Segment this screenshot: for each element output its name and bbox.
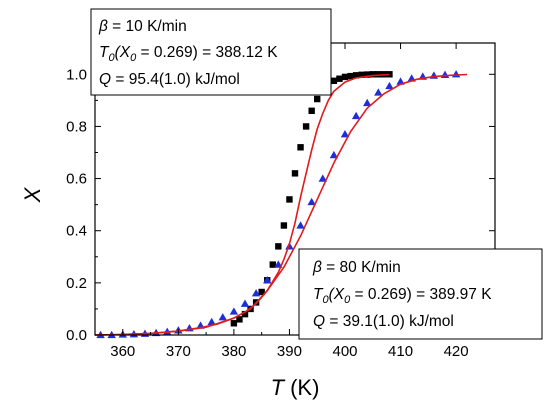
data-point-triangle — [307, 197, 316, 206]
data-point-square — [236, 316, 243, 323]
data-point-triangle — [296, 221, 305, 229]
data-point-triangle — [363, 98, 372, 107]
annotation-line-t0: T0(X0 = 0.269) = 389.97 K — [313, 286, 492, 306]
data-point-square — [297, 144, 304, 151]
annotation-line-rate: β = 80 K/min — [312, 259, 401, 276]
data-point-triangle — [385, 81, 394, 90]
y-tick-label: 0.6 — [66, 171, 87, 188]
data-point-square — [308, 107, 315, 114]
q-value: = 39.1(1.0) kJ/mol — [325, 313, 454, 330]
data-point-triangle — [351, 111, 361, 120]
data-point-square — [330, 77, 338, 85]
annotation-box-10kmin: β = 10 K/min T0(X0 = 0.269) = 388.12 K Q… — [90, 8, 332, 96]
x-symbol: (X — [115, 44, 131, 61]
data-point-square — [369, 71, 376, 78]
beta-symbol: β — [312, 259, 322, 276]
data-point-square — [352, 72, 360, 79]
data-point-triangle — [207, 317, 216, 326]
data-point-square — [291, 170, 299, 177]
data-point-triangle — [329, 150, 339, 159]
annotation-line-t0: T0(X0 = 0.269) = 388.12 K — [99, 44, 278, 64]
x-tick-label: 380 — [221, 343, 246, 360]
x-axis-unit: (K) — [290, 375, 319, 400]
x-axis-label: T (K) — [271, 375, 320, 400]
data-point-triangle — [229, 307, 239, 315]
annotation-box-frame — [298, 248, 543, 340]
x-tick-label: 390 — [277, 343, 302, 360]
x-symbol: (X — [329, 286, 345, 303]
x-axis-symbol: T — [271, 375, 286, 400]
t-symbol: T — [99, 44, 110, 61]
data-point-triangle — [251, 289, 261, 297]
y-tick-label: 0.0 — [66, 327, 87, 344]
x-tick-labels: 360 370 380 390 400 410 420 — [110, 343, 468, 360]
annotation-line-q: Q = 95.4(1.0) kJ/mol — [99, 71, 240, 88]
y-tick-label: 0.4 — [66, 223, 87, 240]
data-point-square — [336, 75, 343, 82]
data-point-square — [364, 71, 371, 78]
data-point-square — [314, 95, 321, 103]
t-subscript: 0 — [322, 294, 329, 306]
data-point-square — [241, 310, 249, 318]
annotation-line-rate: β = 10 K/min — [98, 18, 187, 35]
data-point-square — [286, 196, 293, 203]
q-symbol: Q — [99, 71, 111, 88]
data-point-square — [280, 222, 288, 229]
data-point-square — [347, 72, 354, 80]
rate-value: = 10 K/min — [108, 18, 187, 35]
t-subscript: 0 — [108, 52, 115, 64]
y-axis-label: X — [20, 186, 45, 203]
data-point-square — [230, 320, 238, 327]
q-value: = 95.4(1.0) kJ/mol — [111, 71, 240, 88]
x-tick-label: 420 — [444, 343, 469, 360]
data-point-triangle — [318, 174, 327, 182]
t0-value: = 0.269) = 389.97 K — [350, 286, 492, 303]
x-tick-label: 400 — [332, 343, 357, 360]
data-point-triangle — [340, 130, 350, 138]
y-tick-label: 0.2 — [66, 275, 87, 292]
x-subscript: 0 — [344, 294, 351, 306]
data-point-triangle — [263, 276, 272, 284]
rate-value: = 80 K/min — [322, 259, 401, 276]
annotation-box-80kmin: β = 80 K/min T0(X0 = 0.269) = 389.97 K Q… — [298, 248, 543, 340]
annotation-line-q: Q = 39.1(1.0) kJ/mol — [313, 313, 454, 330]
t-symbol: T — [313, 286, 324, 303]
data-point-square — [358, 71, 365, 79]
x-subscript: 0 — [130, 52, 137, 64]
data-point-square — [302, 123, 310, 130]
x-tick-label: 360 — [110, 343, 135, 360]
plot-marks — [94, 70, 468, 339]
annotation-box-frame — [90, 8, 332, 96]
data-point-square — [341, 73, 349, 81]
data-point-triangle — [240, 299, 250, 307]
x-tick-label: 370 — [166, 343, 191, 360]
data-point-square — [386, 71, 393, 78]
data-point-triangle — [218, 313, 227, 321]
data-point-square — [275, 243, 282, 250]
data-point-square — [269, 261, 276, 268]
y-tick-label: 1.0 — [66, 66, 87, 83]
beta-symbol: β — [98, 18, 108, 35]
q-symbol: Q — [313, 313, 325, 330]
y-tick-labels: 0.0 0.2 0.4 0.6 0.8 1.0 — [66, 66, 87, 344]
data-point-triangle — [374, 88, 383, 96]
data-point-square — [375, 71, 382, 78]
t0-value: = 0.269) = 388.12 K — [136, 44, 278, 61]
fit-curve-line — [94, 73, 468, 336]
y-tick-label: 0.8 — [66, 118, 87, 135]
x-tick-label: 410 — [388, 343, 413, 360]
data-point-square — [258, 288, 265, 296]
